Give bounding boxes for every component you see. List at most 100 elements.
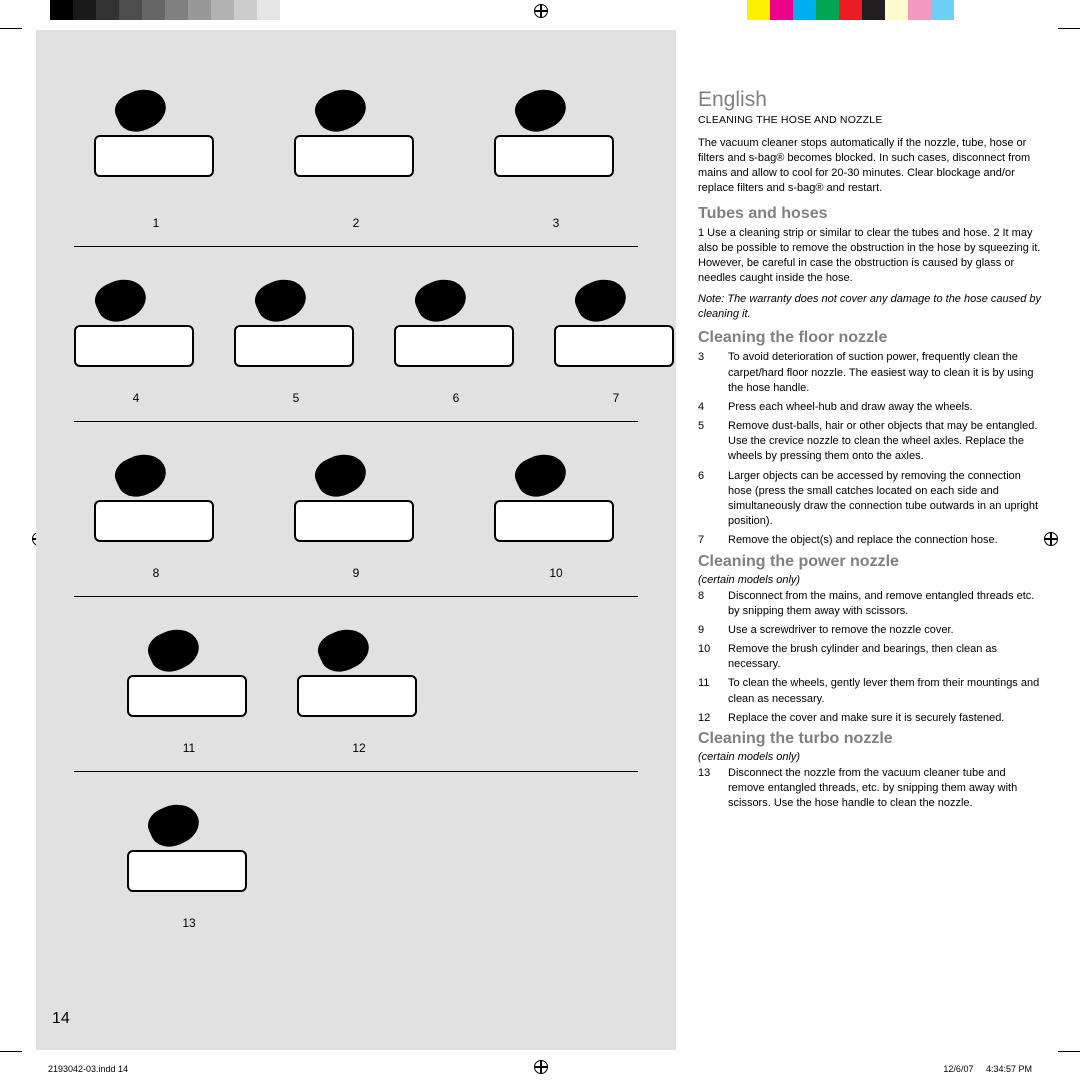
heading-turbo-nozzle: Cleaning the turbo nozzle bbox=[698, 730, 1044, 748]
figure-number: 3 bbox=[553, 216, 560, 230]
figure-separator bbox=[74, 246, 638, 247]
list-item-number: 13 bbox=[698, 766, 728, 812]
footer-time: 4:34:57 PM bbox=[986, 1064, 1032, 1074]
figure-row: 1 2 3 bbox=[56, 75, 656, 230]
page-number: 14 bbox=[52, 1010, 70, 1028]
list-item: 11To clean the wheels, gently lever them… bbox=[698, 676, 1044, 706]
list-item-number: 5 bbox=[698, 419, 728, 465]
instruction-figure: 11 bbox=[104, 615, 274, 755]
swatch bbox=[73, 0, 96, 20]
list-floor-nozzle: 3To avoid deterioration of suction power… bbox=[698, 350, 1044, 548]
crop-mark bbox=[0, 28, 22, 29]
list-item-number: 4 bbox=[698, 400, 728, 415]
figure-number: 1 bbox=[153, 216, 160, 230]
figure-row: 11 12 bbox=[56, 615, 656, 755]
list-item: 5Remove dust-balls, hair or other object… bbox=[698, 419, 1044, 465]
instruction-figure: 5 bbox=[216, 265, 376, 405]
figure-row: 4567 bbox=[56, 265, 656, 405]
list-item-text: Use a screwdriver to remove the nozzle c… bbox=[728, 623, 1044, 638]
list-item: 10Remove the brush cylinder and bearings… bbox=[698, 642, 1044, 672]
heading-floor-nozzle: Cleaning the floor nozzle bbox=[698, 329, 1044, 347]
power-nozzle-subnote: (certain models only) bbox=[698, 574, 1044, 586]
instruction-figure: 3 bbox=[471, 75, 641, 230]
list-item: 13Disconnect the nozzle from the vacuum … bbox=[698, 766, 1044, 812]
swatch bbox=[234, 0, 257, 20]
list-item-number: 6 bbox=[698, 469, 728, 530]
crop-mark bbox=[1058, 28, 1080, 29]
swatch bbox=[931, 0, 954, 20]
instruction-figure: 13 bbox=[104, 790, 274, 930]
figure-number: 11 bbox=[183, 741, 195, 755]
list-item-text: Remove the object(s) and replace the con… bbox=[728, 533, 1044, 548]
instruction-figure: 1 bbox=[71, 75, 241, 230]
instruction-figure: 2 bbox=[271, 75, 441, 230]
instruction-figure: 12 bbox=[274, 615, 444, 755]
figure-row: 13 bbox=[56, 790, 656, 930]
instruction-figure: 9 bbox=[271, 440, 441, 580]
list-item-text: Disconnect from the mains, and remove en… bbox=[728, 589, 1044, 619]
registration-mark-icon bbox=[534, 4, 548, 18]
crop-mark bbox=[1058, 1051, 1080, 1052]
swatch bbox=[816, 0, 839, 20]
list-item-text: Press each wheel-hub and draw away the w… bbox=[728, 400, 1044, 415]
figure-number: 2 bbox=[353, 216, 360, 230]
figure-number: 10 bbox=[549, 566, 562, 580]
language-title: English bbox=[698, 88, 1044, 112]
list-item-number: 7 bbox=[698, 533, 728, 548]
list-item: 9Use a screwdriver to remove the nozzle … bbox=[698, 623, 1044, 638]
swatch bbox=[839, 0, 862, 20]
list-item-text: Disconnect the nozzle from the vacuum cl… bbox=[728, 766, 1044, 812]
color-swatch-strip bbox=[747, 0, 977, 20]
list-item-text: Remove the brush cylinder and bearings, … bbox=[728, 642, 1044, 672]
figure-number: 9 bbox=[353, 566, 360, 580]
list-item: 3To avoid deterioration of suction power… bbox=[698, 350, 1044, 396]
instruction-figure: 8 bbox=[71, 440, 241, 580]
list-item-number: 12 bbox=[698, 711, 728, 726]
footer-filename: 2193042-03.indd 14 bbox=[48, 1064, 128, 1074]
list-item-text: To clean the wheels, gently lever them f… bbox=[728, 676, 1044, 706]
swatch bbox=[747, 0, 770, 20]
section-subtitle: CLEANING THE HOSE AND NOZZLE bbox=[698, 114, 1044, 126]
figure-number: 12 bbox=[352, 741, 365, 755]
warranty-note: Note: The warranty does not cover any da… bbox=[698, 292, 1044, 322]
swatch bbox=[188, 0, 211, 20]
list-item-number: 8 bbox=[698, 589, 728, 619]
swatch bbox=[142, 0, 165, 20]
heading-tubes-hoses: Tubes and hoses bbox=[698, 205, 1044, 223]
text-column: English CLEANING THE HOSE AND NOZZLE The… bbox=[676, 30, 1044, 1050]
swatch bbox=[50, 0, 73, 20]
figure-separator bbox=[74, 771, 638, 772]
figure-panel: 1234567891011121314 bbox=[36, 30, 676, 1050]
figure-number: 13 bbox=[182, 916, 195, 930]
swatch bbox=[954, 0, 977, 20]
list-item-number: 3 bbox=[698, 350, 728, 396]
crop-mark bbox=[0, 1051, 22, 1052]
list-item: 6Larger objects can be accessed by remov… bbox=[698, 469, 1044, 530]
list-item: 8Disconnect from the mains, and remove e… bbox=[698, 589, 1044, 619]
swatch bbox=[257, 0, 280, 20]
grayscale-swatch-strip bbox=[50, 0, 303, 20]
tubes-hoses-paragraph: 1 Use a cleaning strip or similar to cle… bbox=[698, 226, 1044, 285]
list-item-text: Replace the cover and make sure it is se… bbox=[728, 711, 1044, 726]
list-item-number: 10 bbox=[698, 642, 728, 672]
list-item-text: To avoid deterioration of suction power,… bbox=[728, 350, 1044, 396]
list-item: 12Replace the cover and make sure it is … bbox=[698, 711, 1044, 726]
list-turbo-nozzle: 13Disconnect the nozzle from the vacuum … bbox=[698, 766, 1044, 812]
swatch bbox=[793, 0, 816, 20]
swatch bbox=[862, 0, 885, 20]
instruction-figure: 10 bbox=[471, 440, 641, 580]
swatch bbox=[885, 0, 908, 20]
swatch bbox=[96, 0, 119, 20]
footer-date: 12/6/07 bbox=[943, 1064, 973, 1074]
list-item-text: Remove dust-balls, hair or other objects… bbox=[728, 419, 1044, 465]
figure-separator bbox=[74, 421, 638, 422]
swatch bbox=[908, 0, 931, 20]
registration-mark-icon bbox=[1044, 532, 1058, 546]
instruction-figure: 7 bbox=[536, 265, 696, 405]
swatch bbox=[119, 0, 142, 20]
figure-number: 6 bbox=[453, 391, 460, 405]
print-footer: 2193042-03.indd 14 12/6/07 4:34:57 PM bbox=[48, 1064, 1032, 1074]
swatch bbox=[770, 0, 793, 20]
page-content: 1234567891011121314 English CLEANING THE… bbox=[36, 30, 1044, 1050]
heading-power-nozzle: Cleaning the power nozzle bbox=[698, 553, 1044, 571]
